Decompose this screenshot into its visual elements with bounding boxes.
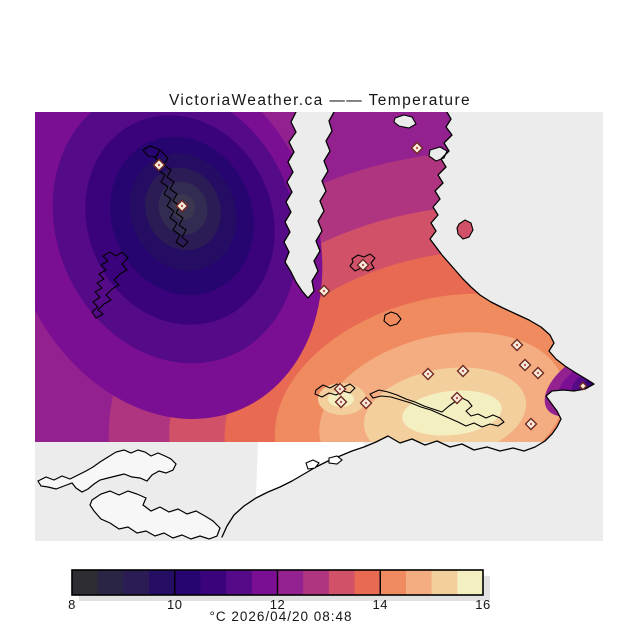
colorbar-segment bbox=[149, 570, 176, 595]
colorbar-segment bbox=[354, 570, 381, 595]
station-center-dot bbox=[339, 400, 343, 404]
colorbar-segment bbox=[97, 570, 124, 595]
station-center-dot bbox=[415, 146, 419, 150]
station-center-dot bbox=[515, 343, 519, 347]
colorbar-segment bbox=[72, 570, 99, 595]
station-center-dot bbox=[529, 422, 533, 426]
esquimalt-harbour-outline bbox=[314, 383, 356, 398]
station-center-dot bbox=[536, 371, 540, 375]
station-diamond-marker bbox=[578, 381, 588, 391]
colorbar-tick-labels: 8 10 12 14 16 bbox=[68, 597, 490, 612]
west-lake-chain bbox=[91, 251, 129, 319]
colorbar-segment bbox=[174, 570, 201, 595]
station-center-dot bbox=[523, 363, 527, 367]
victoria-harbour-gorge-outline bbox=[369, 389, 505, 428]
station-center-dot bbox=[455, 396, 459, 400]
station-center-dot bbox=[364, 401, 368, 405]
station-center-dot bbox=[180, 204, 184, 208]
colorbar-segments bbox=[72, 570, 484, 595]
colorbar-segment bbox=[123, 570, 150, 595]
colorbar-tick-label: 16 bbox=[475, 597, 490, 612]
station-center-dot bbox=[461, 369, 465, 373]
colorbar-segment bbox=[303, 570, 330, 595]
coastline-east-south bbox=[221, 112, 595, 538]
tsehum-harbour-notch bbox=[393, 114, 417, 129]
colorbar: 8 10 12 14 16 °C 2026/04/20 08:48 bbox=[68, 569, 490, 624]
colorbar-tick-label: 10 bbox=[167, 597, 182, 612]
colorbar-segment bbox=[328, 570, 356, 595]
colorbar-tick-label: 8 bbox=[68, 597, 76, 612]
station-center-dot bbox=[361, 263, 365, 267]
colorbar-segment bbox=[457, 570, 484, 595]
colorbar-segment bbox=[200, 570, 227, 595]
colorbar-border bbox=[71, 569, 484, 596]
colorbar-segment bbox=[277, 570, 304, 595]
colorbar-tick-label: 12 bbox=[270, 597, 285, 612]
map-title: VictoriaWeather.ca —— Temperature bbox=[169, 92, 471, 109]
station-markers bbox=[152, 141, 588, 431]
colorbar-segment bbox=[380, 570, 407, 595]
station-center-dot bbox=[322, 289, 326, 293]
east-sooke-outline bbox=[89, 490, 221, 540]
sooke-shore-outline bbox=[37, 449, 177, 493]
james-island-outline bbox=[456, 219, 474, 240]
coastline-saanich-inlet bbox=[283, 112, 335, 299]
colorbar-segment bbox=[226, 570, 253, 595]
elk-lake-outline bbox=[349, 253, 376, 272]
station-center-dot bbox=[338, 387, 342, 391]
station-center-dot bbox=[426, 372, 430, 376]
haro-strait-water bbox=[222, 112, 603, 541]
station-center-dot bbox=[157, 163, 161, 167]
colorbar-caption: °C 2026/04/20 08:48 bbox=[210, 609, 353, 624]
colorbar-segment bbox=[431, 570, 458, 595]
colorbar-segment bbox=[405, 570, 433, 595]
swan-lake-outline bbox=[383, 311, 402, 327]
colorbar-tick-label: 14 bbox=[373, 597, 388, 612]
colorbar-ticks bbox=[174, 570, 381, 595]
sooke-lake-chain bbox=[142, 145, 189, 248]
saanich-inlet-water bbox=[284, 112, 334, 298]
colorbar-segment bbox=[251, 570, 278, 595]
islet-east bbox=[328, 455, 343, 465]
islet-west bbox=[305, 459, 320, 470]
